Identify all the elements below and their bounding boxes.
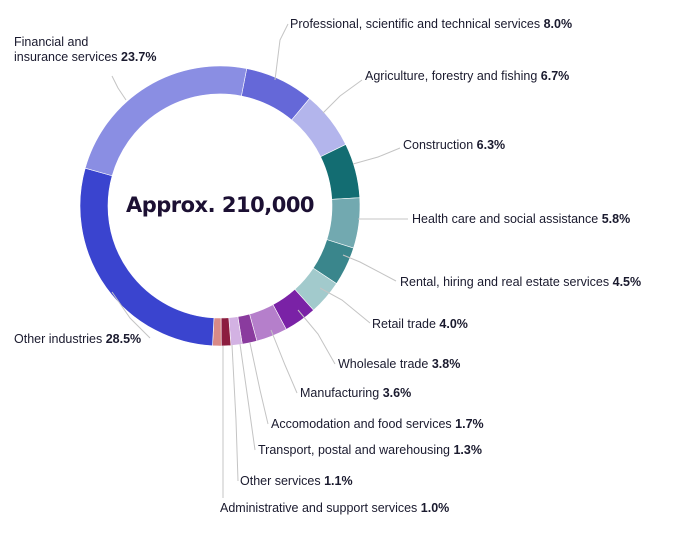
- label-rental-hiring-and-real-estate-services: Rental, hiring and real estate services …: [400, 275, 641, 289]
- slice-labels: Professional, scientific and technical s…: [14, 17, 641, 515]
- leader-line-other-services: [231, 344, 239, 482]
- value-accomodation-and-food-services: 1.7%: [455, 417, 484, 431]
- value-other-services: 1.1%: [324, 474, 353, 488]
- leader-line-transport-postal-and-warehousing: [239, 343, 256, 451]
- value-wholesale-trade: 3.8%: [432, 357, 461, 371]
- leader-line-accomodation-and-food-services: [249, 342, 269, 425]
- leader-line-wholesale-trade: [297, 309, 336, 365]
- value-manufacturing: 3.6%: [383, 386, 412, 400]
- value-health-care-and-social-assistance: 5.8%: [602, 212, 631, 226]
- leader-line-other-industries: [111, 291, 151, 339]
- leader-line-construction: [352, 147, 401, 165]
- label-financial-and-insurance-services: Financial and insurance services 23.7%: [14, 35, 156, 64]
- leader-line-professional-scientific-and-technical-services: [274, 23, 289, 81]
- value-administrative-and-support-services: 1.0%: [421, 501, 450, 515]
- label-administrative-and-support-services: Administrative and support services 1.0%: [220, 501, 449, 515]
- value-other-industries: 28.5%: [106, 332, 141, 346]
- donut-slices: [79, 65, 361, 347]
- label-retail-trade: Retail trade 4.0%: [372, 317, 468, 331]
- slice-financial-and-insurance-services: [84, 65, 248, 177]
- label-accomodation-and-food-services: Accomodation and food services 1.7%: [271, 417, 484, 431]
- label-other-services: Other services 1.1%: [240, 474, 353, 488]
- value-retail-trade: 4.0%: [439, 317, 468, 331]
- label-transport-postal-and-warehousing: Transport, postal and warehousing 1.3%: [258, 443, 482, 457]
- label-manufacturing: Manufacturing 3.6%: [300, 386, 411, 400]
- label-wholesale-trade: Wholesale trade 3.8%: [338, 357, 460, 371]
- label-construction: Construction 6.3%: [403, 138, 505, 152]
- label-health-care-and-social-assistance: Health care and social assistance 5.8%: [412, 212, 630, 226]
- leader-line-agriculture-forestry-and-fishing: [322, 79, 363, 114]
- label-professional-scientific-and-technical-services: Professional, scientific and technical s…: [290, 17, 572, 31]
- leader-line-retail-trade: [319, 287, 371, 324]
- center-total-label: Approx. 210,000: [126, 193, 314, 217]
- leader-lines: [111, 23, 408, 498]
- value-financial-and-insurance-services: 23.7%: [121, 50, 156, 64]
- value-construction: 6.3%: [477, 138, 506, 152]
- value-rental-hiring-and-real-estate-services: 4.5%: [613, 275, 642, 289]
- slice-health-care-and-social-assistance: [326, 197, 361, 249]
- leader-line-manufacturing: [270, 329, 298, 394]
- value-transport-postal-and-warehousing: 1.3%: [453, 443, 482, 457]
- leader-line-financial-and-insurance-services: [111, 75, 127, 101]
- leader-line-rental-hiring-and-real-estate-services: [342, 254, 397, 282]
- label-agriculture-forestry-and-fishing: Agriculture, forestry and fishing 6.7%: [365, 69, 569, 83]
- label-other-industries: Other industries 28.5%: [14, 332, 141, 346]
- value-agriculture-forestry-and-fishing: 6.7%: [541, 69, 570, 83]
- value-professional-scientific-and-technical-services: 8.0%: [544, 17, 573, 31]
